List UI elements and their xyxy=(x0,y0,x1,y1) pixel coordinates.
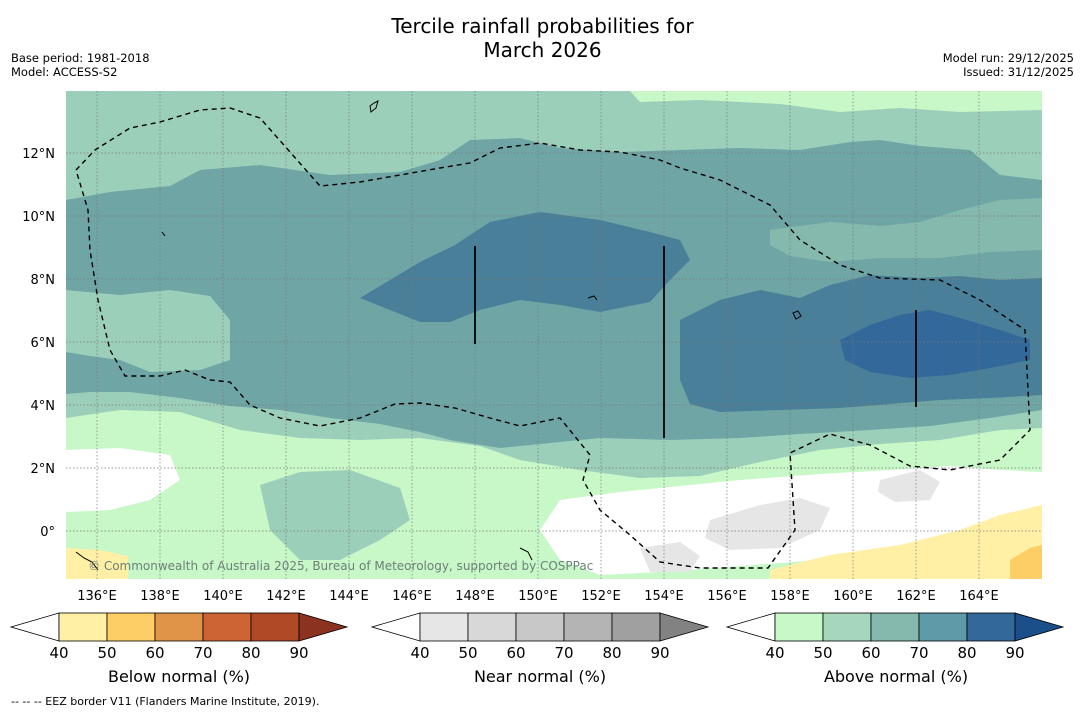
lon-label-142: 142°E xyxy=(266,589,306,604)
lat-label-2: 2°N xyxy=(31,462,56,477)
lat-label-8: 8°N xyxy=(31,273,56,288)
map-title: Tercile rainfall probabilities for March… xyxy=(0,14,1085,62)
colorbar-segment xyxy=(725,612,776,642)
lat-label-10: 10°N xyxy=(22,210,55,225)
colorbar-tick-label: 80 xyxy=(602,644,621,662)
colorbar-tick-label: 50 xyxy=(97,644,116,662)
model-run-text: Model run: 29/12/2025 xyxy=(942,51,1074,65)
colorbar-tick-label: 50 xyxy=(813,644,832,662)
lon-label-138: 138°E xyxy=(140,589,180,604)
colorbar-segment xyxy=(966,612,1016,642)
colorbar-tick-label: 80 xyxy=(957,644,976,662)
title-line-1: Tercile rainfall probabilities for xyxy=(391,14,694,38)
colorbar-segment xyxy=(154,612,204,642)
colorbar-segment xyxy=(822,612,872,642)
model-text: Model: ACCESS-S2 xyxy=(11,65,118,79)
lon-label-146: 146°E xyxy=(392,589,432,604)
colorbar-segment xyxy=(419,612,469,642)
colorbar-tick-label: 70 xyxy=(909,644,928,662)
above-band-north-east xyxy=(770,198,1042,262)
colorbar-tick-label: 90 xyxy=(650,644,669,662)
colorbar-segment xyxy=(774,612,824,642)
colorbar-segment xyxy=(9,612,60,642)
colorbar-label-above: Above normal (%) xyxy=(823,667,969,686)
lon-label-148: 148°E xyxy=(455,589,495,604)
lon-label-152: 152°E xyxy=(581,589,621,604)
colorbar-segment xyxy=(467,612,517,642)
colorbar-tick-label: 40 xyxy=(410,644,429,662)
colorbar-tick-label: 60 xyxy=(861,644,880,662)
below-50-60-south-east xyxy=(1010,545,1042,579)
coastlines xyxy=(75,100,802,571)
colorbar-tick-label: 60 xyxy=(506,644,525,662)
above-40-50-top xyxy=(630,91,1042,112)
colorbar-tick-label: 80 xyxy=(241,644,260,662)
copyright-text: © Commonwealth of Australia 2025, Bureau… xyxy=(88,559,593,573)
title-line-2: March 2026 xyxy=(483,38,602,62)
colorbar-segment xyxy=(106,612,156,642)
colorbar-segment xyxy=(58,612,108,642)
lon-label-158: 158°E xyxy=(770,589,810,604)
gridlines xyxy=(66,91,1042,579)
eez-footnote: -- -- -- EEZ border V11 (Flanders Marine… xyxy=(11,695,320,708)
colorbar-segment xyxy=(250,612,300,642)
near-normal-patch-1 xyxy=(705,498,830,550)
colorbar-tick-label: 50 xyxy=(458,644,477,662)
above-70-80-west-core xyxy=(360,212,690,322)
above-50-60-left xyxy=(66,290,230,372)
colorbar-segment xyxy=(202,612,252,642)
rainfall-map: © Commonwealth of Australia 2025, Bureau… xyxy=(22,91,1042,604)
colorbar-segment xyxy=(611,612,661,642)
colorbar-tick-label: 40 xyxy=(765,644,784,662)
colorbar-segment xyxy=(370,612,421,642)
lat-labels: 12°N 10°N 8°N 6°N 4°N 2°N 0° xyxy=(22,147,55,540)
meta-right: Model run: 29/12/2025 Issued: 31/12/2025 xyxy=(943,51,1074,79)
lon-label-140: 140°E xyxy=(203,589,243,604)
colorbar-tick-label: 40 xyxy=(49,644,68,662)
lat-label-12: 12°N xyxy=(22,147,55,162)
lon-label-150: 150°E xyxy=(518,589,558,604)
colorbar-below-normal: 40 50 60 70 80 90 xyxy=(9,612,349,662)
near-normal-patch-3 xyxy=(640,542,700,572)
probability-fields: © Commonwealth of Australia 2025, Bureau… xyxy=(66,91,1042,579)
colorbar-tick-label: 70 xyxy=(554,644,573,662)
colorbar-segment xyxy=(659,612,710,642)
lon-label-164: 164°E xyxy=(959,589,999,604)
meta-left: Base period: 1981-2018 Model: ACCESS-S2 xyxy=(11,51,150,79)
issued-text: Issued: 31/12/2025 xyxy=(963,65,1074,79)
lon-label-144: 144°E xyxy=(329,589,369,604)
colorbar-label-near: Near normal (%) xyxy=(473,667,607,686)
lat-label-0: 0° xyxy=(40,525,55,540)
lat-label-6: 6°N xyxy=(31,336,56,351)
colorbars: 40 50 60 70 80 90 40 50 60 70 80 90 40 50 60 70 80 90 xyxy=(9,612,1065,662)
colorbar-segment xyxy=(515,612,565,642)
colorbar-label-below: Below normal (%) xyxy=(107,667,251,686)
colorbar-segment xyxy=(1014,612,1065,642)
above-50-60-south-patch xyxy=(260,470,410,560)
lon-label-160: 160°E xyxy=(833,589,873,604)
colorbar-tick-label: 90 xyxy=(289,644,308,662)
below-40-50-south-east xyxy=(770,505,1042,579)
lon-label-156: 156°E xyxy=(707,589,747,604)
colorbar-tick-label: 60 xyxy=(145,644,164,662)
lon-labels: 136°E 138°E 140°E 142°E 144°E 146°E 148°… xyxy=(77,589,999,604)
colorbar-above-normal: 40 50 60 70 80 90 xyxy=(725,612,1065,662)
lat-label-4: 4°N xyxy=(31,399,56,414)
colorbar-segment xyxy=(563,612,613,642)
colorbar-tick-label: 90 xyxy=(1005,644,1024,662)
colorbar-tick-label: 70 xyxy=(193,644,212,662)
lon-label-154: 154°E xyxy=(644,589,684,604)
transect-lines xyxy=(474,246,917,438)
colorbar-near-normal: 40 50 60 70 80 90 xyxy=(370,612,710,662)
white-area-west xyxy=(66,448,180,512)
lon-label-162: 162°E xyxy=(896,589,936,604)
colorbar-segment xyxy=(298,612,349,642)
base-period-text: Base period: 1981-2018 xyxy=(11,51,150,65)
colorbar-segment xyxy=(870,612,920,642)
near-normal-patch-2 xyxy=(878,470,940,502)
eez-border xyxy=(75,107,1031,569)
colorbar-segment xyxy=(918,612,968,642)
above-80-90-core xyxy=(840,310,1030,378)
lon-label-136: 136°E xyxy=(77,589,117,604)
